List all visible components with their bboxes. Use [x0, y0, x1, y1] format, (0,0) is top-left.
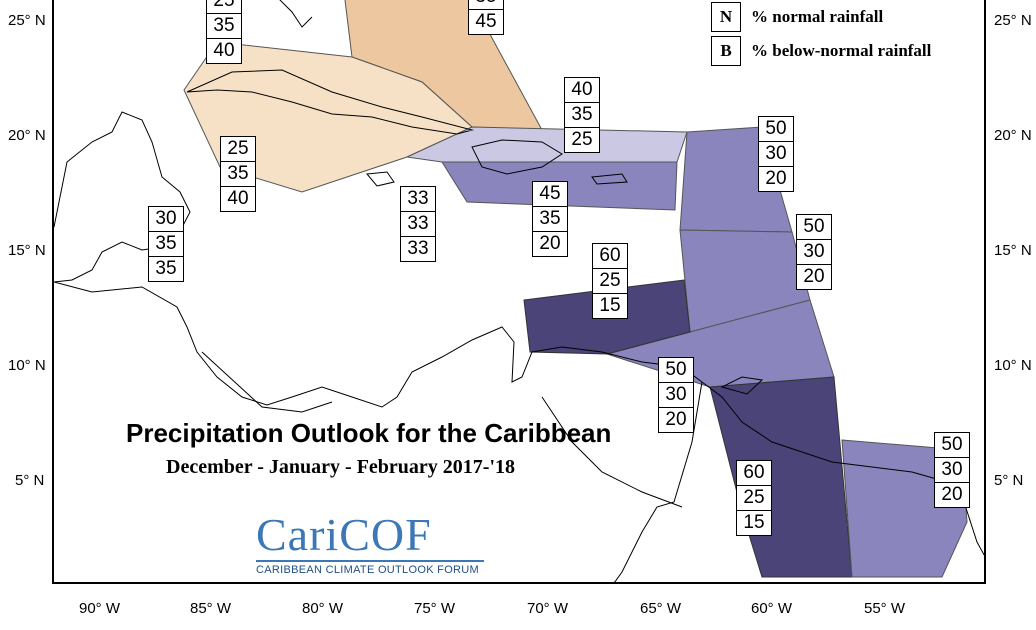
prob-value: 20 [539, 233, 561, 254]
prob-box-guyana: 60 25 15 [736, 460, 772, 536]
legend-label-below: % below-normal rainfall [751, 41, 932, 60]
prob-value: 30 [759, 142, 793, 167]
prob-box-belize: 30 35 35 [148, 206, 184, 282]
legend-normal: N % normal rainfall [711, 2, 883, 32]
prob-value: 30 [149, 207, 183, 232]
prob-value: 40 [213, 40, 235, 61]
lat-label-right: 5° N [994, 472, 1024, 489]
map-subtitle: December - January - February 2017-'18 [166, 456, 516, 478]
legend-below: B % below-normal rainfall [711, 36, 931, 66]
prob-value: 60 [593, 244, 627, 269]
prob-box-leeward: 50 30 20 [758, 116, 794, 192]
prob-box-bahamas: 35 45 [468, 0, 504, 35]
prob-box-cuba: 25 35 40 [206, 0, 242, 64]
logo-name: CariCOF [256, 509, 432, 560]
prob-value: 20 [803, 266, 825, 287]
lat-label-left: 15° N [8, 242, 46, 259]
lon-label: 90° W [79, 600, 121, 617]
prob-value: 40 [227, 188, 249, 209]
lat-label-right: 25° N [994, 12, 1032, 29]
prob-value: 25 [207, 0, 241, 14]
prob-value: 15 [599, 295, 621, 316]
prob-box-hispaniola: 40 35 25 [564, 77, 600, 153]
lat-label-right: 10° N [994, 357, 1032, 374]
prob-box-cuba-south: 25 35 40 [220, 136, 256, 212]
zone-guyana [709, 376, 853, 578]
lon-label: 80° W [302, 600, 344, 617]
lon-label: 75° W [414, 600, 456, 617]
lat-label-left: 10° N [8, 357, 46, 374]
prob-value: 20 [941, 484, 963, 505]
map-frame: 25 35 40 35 45 25 35 40 30 35 35 33 33 3… [52, 0, 986, 584]
prob-value: 50 [935, 433, 969, 458]
legend-label-normal: % normal rainfall [751, 7, 884, 26]
prob-value: 20 [765, 168, 787, 189]
prob-box-suriname: 50 30 20 [934, 432, 970, 508]
prob-value: 50 [759, 117, 793, 142]
lat-label-left: 5° N [15, 472, 45, 489]
prob-value: 15 [743, 512, 765, 533]
legend-key-normal: N [711, 2, 741, 32]
prob-value: 33 [407, 238, 429, 259]
prob-value: 30 [797, 240, 831, 265]
prob-value: 35 [533, 207, 567, 232]
prob-value: 50 [797, 215, 831, 240]
prob-value: 60 [737, 461, 771, 486]
lon-label: 60° W [751, 600, 793, 617]
prob-value: 35 [155, 258, 177, 279]
logo-tagline: CARIBBEAN CLIMATE OUTLOOK FORUM [256, 564, 480, 576]
prob-value: 20 [665, 409, 687, 430]
prob-value: 30 [935, 458, 969, 483]
prob-box-hispaniola-south: 45 35 20 [532, 181, 568, 257]
prob-value: 30 [659, 383, 693, 408]
prob-value: 25 [571, 129, 593, 150]
coastlines [54, 0, 984, 582]
prob-value: 50 [659, 358, 693, 383]
caricof-logo: CariCOF CARIBBEAN CLIMATE OUTLOOK FORUM [256, 512, 484, 576]
prob-box-jamaica: 33 33 33 [400, 186, 436, 262]
logo-divider [256, 560, 484, 562]
prob-value: 33 [401, 187, 435, 212]
prob-value: 33 [401, 212, 435, 237]
prob-value: 25 [593, 269, 627, 294]
lon-label: 65° W [640, 600, 682, 617]
lon-label: 55° W [864, 600, 906, 617]
lat-label-right: 20° N [994, 127, 1032, 144]
legend-key-below: B [711, 36, 741, 66]
prob-value: 35 [207, 14, 241, 39]
caribbean-map [54, 0, 984, 582]
prob-value: 35 [221, 162, 255, 187]
lat-label-left: 20° N [8, 127, 46, 144]
prob-value: 45 [533, 182, 567, 207]
prob-value: 40 [565, 78, 599, 103]
prob-value: 45 [475, 11, 497, 32]
prob-box-windward: 50 30 20 [796, 214, 832, 290]
prob-box-trinidad: 50 30 20 [658, 357, 694, 433]
lon-label: 70° W [527, 600, 569, 617]
prob-value: 35 [149, 232, 183, 257]
prob-value: 25 [221, 137, 255, 162]
map-title: Precipitation Outlook for the Caribbean [126, 418, 612, 448]
prob-value: 35 [469, 0, 503, 10]
prob-value: 35 [565, 103, 599, 128]
prob-value: 25 [737, 486, 771, 511]
prob-box-abc: 60 25 15 [592, 243, 628, 319]
lat-label-left: 25° N [8, 12, 46, 29]
lon-label: 85° W [190, 600, 232, 617]
lat-label-right: 15° N [994, 242, 1032, 259]
